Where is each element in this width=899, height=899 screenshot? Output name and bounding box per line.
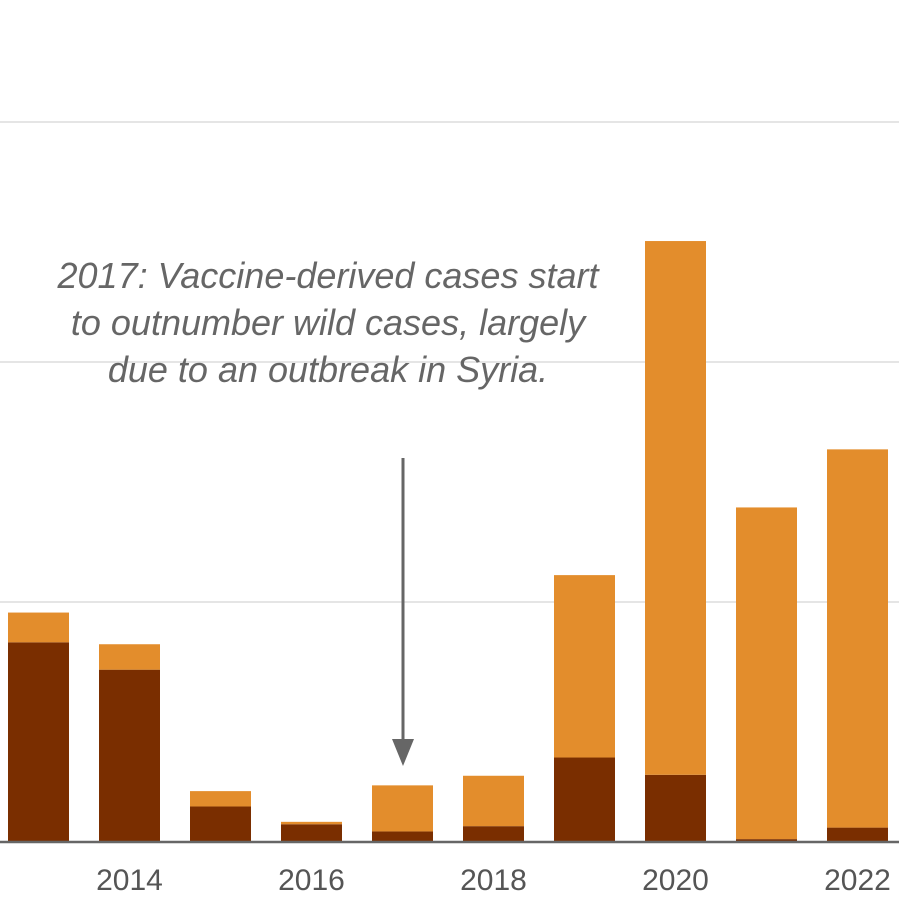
bar-2014-segment-1 bbox=[99, 669, 160, 842]
bar-2018-segment-1 bbox=[463, 826, 524, 842]
x-axis-tick-labels: 2014 2016 2018 2020 2022 bbox=[96, 864, 891, 897]
x-tick-label-2016: 2016 bbox=[278, 864, 345, 897]
bar-2020-segment-2 bbox=[645, 241, 706, 775]
bar-2019-segment-1 bbox=[554, 757, 615, 842]
bar-2015-segment-2 bbox=[190, 791, 251, 807]
x-tick-label-2018: 2018 bbox=[460, 864, 527, 897]
bar-2022-segment-2 bbox=[827, 449, 888, 828]
bar-2016-segment-1 bbox=[281, 824, 342, 842]
bar-2013-segment-1 bbox=[8, 642, 69, 842]
bar-2020-segment-1 bbox=[645, 774, 706, 842]
bars bbox=[8, 241, 888, 842]
bar-2017-segment-2 bbox=[372, 785, 433, 832]
annotation-text: 2017: Vaccine-derived cases start to out… bbox=[57, 255, 599, 390]
bar-2018-segment-2 bbox=[463, 775, 524, 827]
x-tick-label-2022: 2022 bbox=[824, 864, 891, 897]
x-tick-label-2014: 2014 bbox=[96, 864, 163, 897]
bar-2013-segment-2 bbox=[8, 612, 69, 643]
bar-2019-segment-2 bbox=[554, 575, 615, 758]
bar-2021-segment-1 bbox=[736, 839, 797, 842]
bar-2014-segment-2 bbox=[99, 644, 160, 670]
bar-2016-segment-2 bbox=[281, 821, 342, 825]
x-tick-label-2020: 2020 bbox=[642, 864, 709, 897]
bar-2022-segment-1 bbox=[827, 827, 888, 842]
bar-2017-segment-1 bbox=[372, 831, 433, 842]
bar-2015-segment-1 bbox=[190, 806, 251, 842]
annotation-arrow bbox=[392, 458, 414, 766]
bar-2021-segment-2 bbox=[736, 507, 797, 840]
